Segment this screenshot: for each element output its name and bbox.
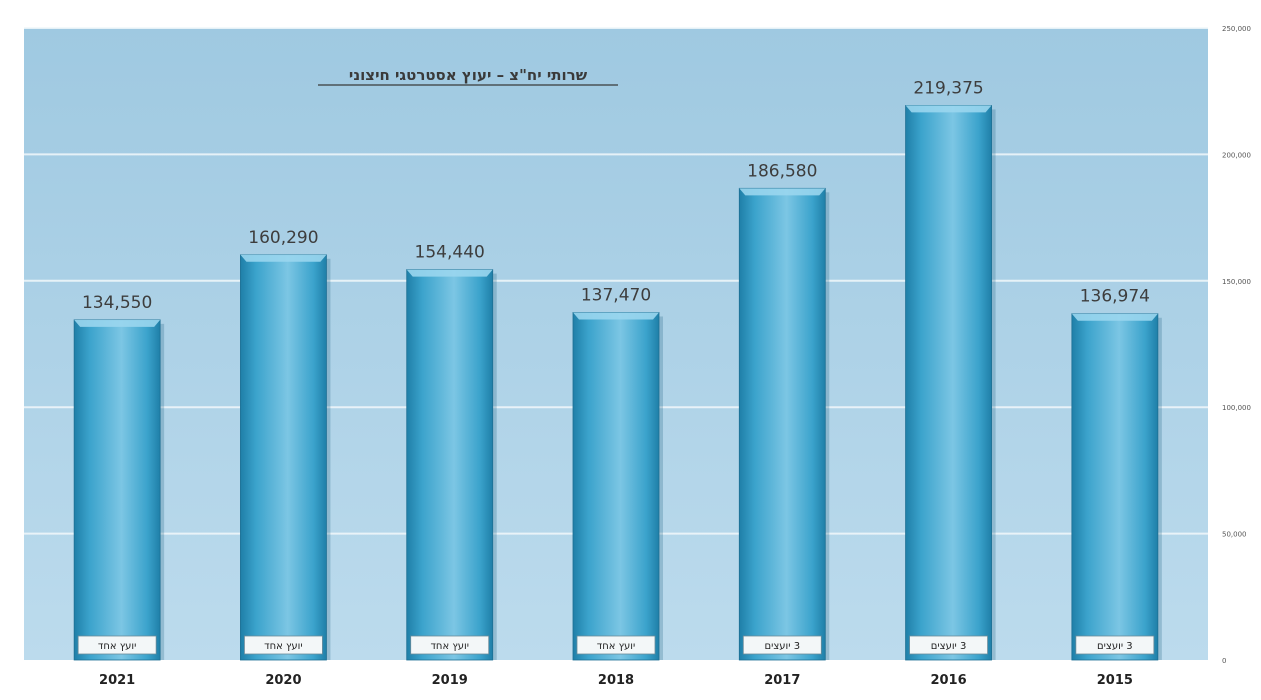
y-tick-label: 0 — [1222, 657, 1226, 665]
y-tick-label: 200,000 — [1222, 151, 1251, 159]
x-tick-label: 2016 — [930, 673, 966, 688]
bar-note-label: 3 יועצים — [931, 641, 967, 652]
x-tick-label: 2018 — [598, 673, 634, 688]
bar-value-label: 134,550 — [82, 293, 152, 313]
bar-note-label: 3 יועצים — [764, 641, 800, 652]
bar-note-box — [410, 635, 490, 655]
bar-top-bevel — [573, 312, 659, 320]
bar-note-label: יועץ אחד — [430, 641, 468, 652]
bar-value-label: 160,290 — [248, 228, 318, 248]
bar-value-label: 137,470 — [581, 285, 651, 305]
bar — [73, 319, 161, 661]
x-tick-label: 2019 — [432, 673, 468, 688]
bar-top-bevel — [1071, 313, 1158, 321]
y-tick-label: 100,000 — [1222, 404, 1251, 412]
bar-note-label: יועץ אחד — [597, 641, 635, 652]
bar-value-label: 186,580 — [747, 161, 817, 181]
bar-note-box — [576, 635, 656, 655]
bar-top-bevel — [406, 269, 493, 277]
bar — [738, 187, 826, 661]
x-tick-label: 2015 — [1097, 673, 1133, 688]
chart-title: שרותי יח"צ – יעוץ אסטרטגי חיצוני — [349, 66, 588, 84]
bar-note-label: יועץ אחד — [98, 641, 136, 652]
bar-note-box — [909, 635, 988, 655]
bar — [1071, 313, 1159, 661]
bar — [572, 312, 660, 661]
bar-top-bevel — [240, 254, 327, 262]
x-tick-label: 2020 — [265, 673, 301, 688]
bar-note-box — [77, 635, 157, 655]
x-tick-label: 2017 — [764, 673, 800, 688]
bar-value-label: 136,974 — [1080, 287, 1150, 307]
bar-value-label: 154,440 — [415, 243, 485, 263]
x-tick-label: 2021 — [99, 673, 135, 688]
bar-top-bevel — [74, 319, 161, 327]
y-tick-label: 150,000 — [1222, 278, 1251, 286]
bar-note-label: 3 יועצים — [1097, 641, 1133, 652]
bar — [240, 254, 327, 661]
y-tick-label: 50,000 — [1222, 531, 1247, 539]
bar-value-label: 219,375 — [913, 78, 983, 98]
bar-note-label: יועץ אחד — [264, 641, 302, 652]
bar-top-bevel — [739, 188, 826, 196]
bar-note-box — [244, 635, 323, 655]
bar — [905, 105, 992, 661]
y-tick-label: 250,000 — [1222, 25, 1251, 33]
bar-note-box — [1075, 635, 1155, 655]
bar — [406, 269, 494, 661]
bar-note-box — [742, 635, 822, 655]
bar-top-bevel — [905, 105, 992, 113]
